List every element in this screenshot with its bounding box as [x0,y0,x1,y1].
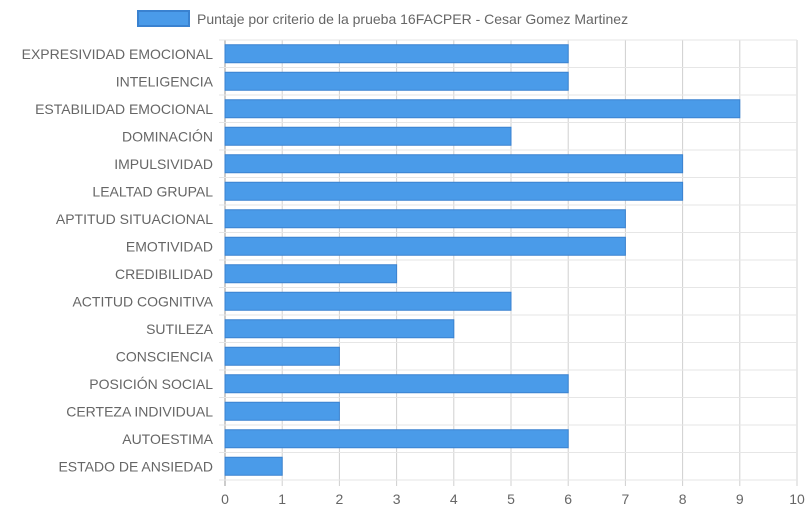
category-label: EXPRESIVIDAD EMOCIONAL [22,46,214,62]
x-tick-label: 6 [564,491,572,507]
bar[interactable] [224,99,741,119]
category-label: EMOTIVIDAD [126,238,213,254]
bar[interactable] [224,236,626,256]
category-label: CERTEZA INDIVIDUAL [66,403,213,419]
x-axis-tick-labels: 0 1 2 3 4 5 6 7 8 9 10 [221,491,805,507]
x-tick-label: 4 [450,491,458,507]
x-tick-label: 9 [736,491,744,507]
category-label: ESTADO DE ANSIEDAD [58,458,213,474]
x-tick-label: 0 [221,491,229,507]
x-tick-label: 8 [679,491,687,507]
bar[interactable] [224,71,569,91]
bar[interactable] [224,44,569,64]
bar[interactable] [224,401,340,421]
x-tick-label: 2 [336,491,344,507]
category-label: APTITUD SITUACIONAL [56,211,213,227]
bar[interactable] [224,346,340,366]
bar[interactable] [224,456,283,476]
x-tick-label: 5 [507,491,515,507]
category-label: LEALTAD GRUPAL [92,183,213,199]
bar[interactable] [224,319,455,339]
category-label: ACTITUD COGNITIVA [72,293,213,309]
category-label: INTELIGENCIA [116,73,214,89]
chart-legend[interactable]: Puntaje por criterio de la prueba 16FACP… [137,10,628,27]
bar[interactable] [224,126,512,146]
bars-group [224,44,741,476]
category-label: ESTABILIDAD EMOCIONAL [35,101,213,117]
category-label: CREDIBILIDAD [115,266,213,282]
x-tick-label: 10 [789,491,805,507]
bar[interactable] [224,264,398,284]
bar[interactable] [224,429,569,449]
x-tick-label: 1 [278,491,286,507]
category-label: IMPULSIVIDAD [114,156,213,172]
x-tick-label: 3 [393,491,401,507]
bar[interactable] [224,291,512,311]
category-label: AUTOESTIMA [122,431,213,447]
category-label: POSICIÓN SOCIAL [89,376,213,392]
legend-swatch [137,10,190,27]
bar[interactable] [224,154,684,174]
bar[interactable] [224,181,684,201]
legend-label: Puntaje por criterio de la prueba 16FACP… [197,11,628,27]
bar[interactable] [224,209,626,229]
category-labels: EXPRESIVIDAD EMOCIONAL INTELIGENCIA ESTABI… [22,46,214,475]
category-label: CONSCIENCIA [116,348,214,364]
category-label: DOMINACIÓN [122,128,213,144]
x-tick-label: 7 [622,491,630,507]
category-label: SUTILEZA [146,321,214,337]
bar[interactable] [224,374,569,394]
